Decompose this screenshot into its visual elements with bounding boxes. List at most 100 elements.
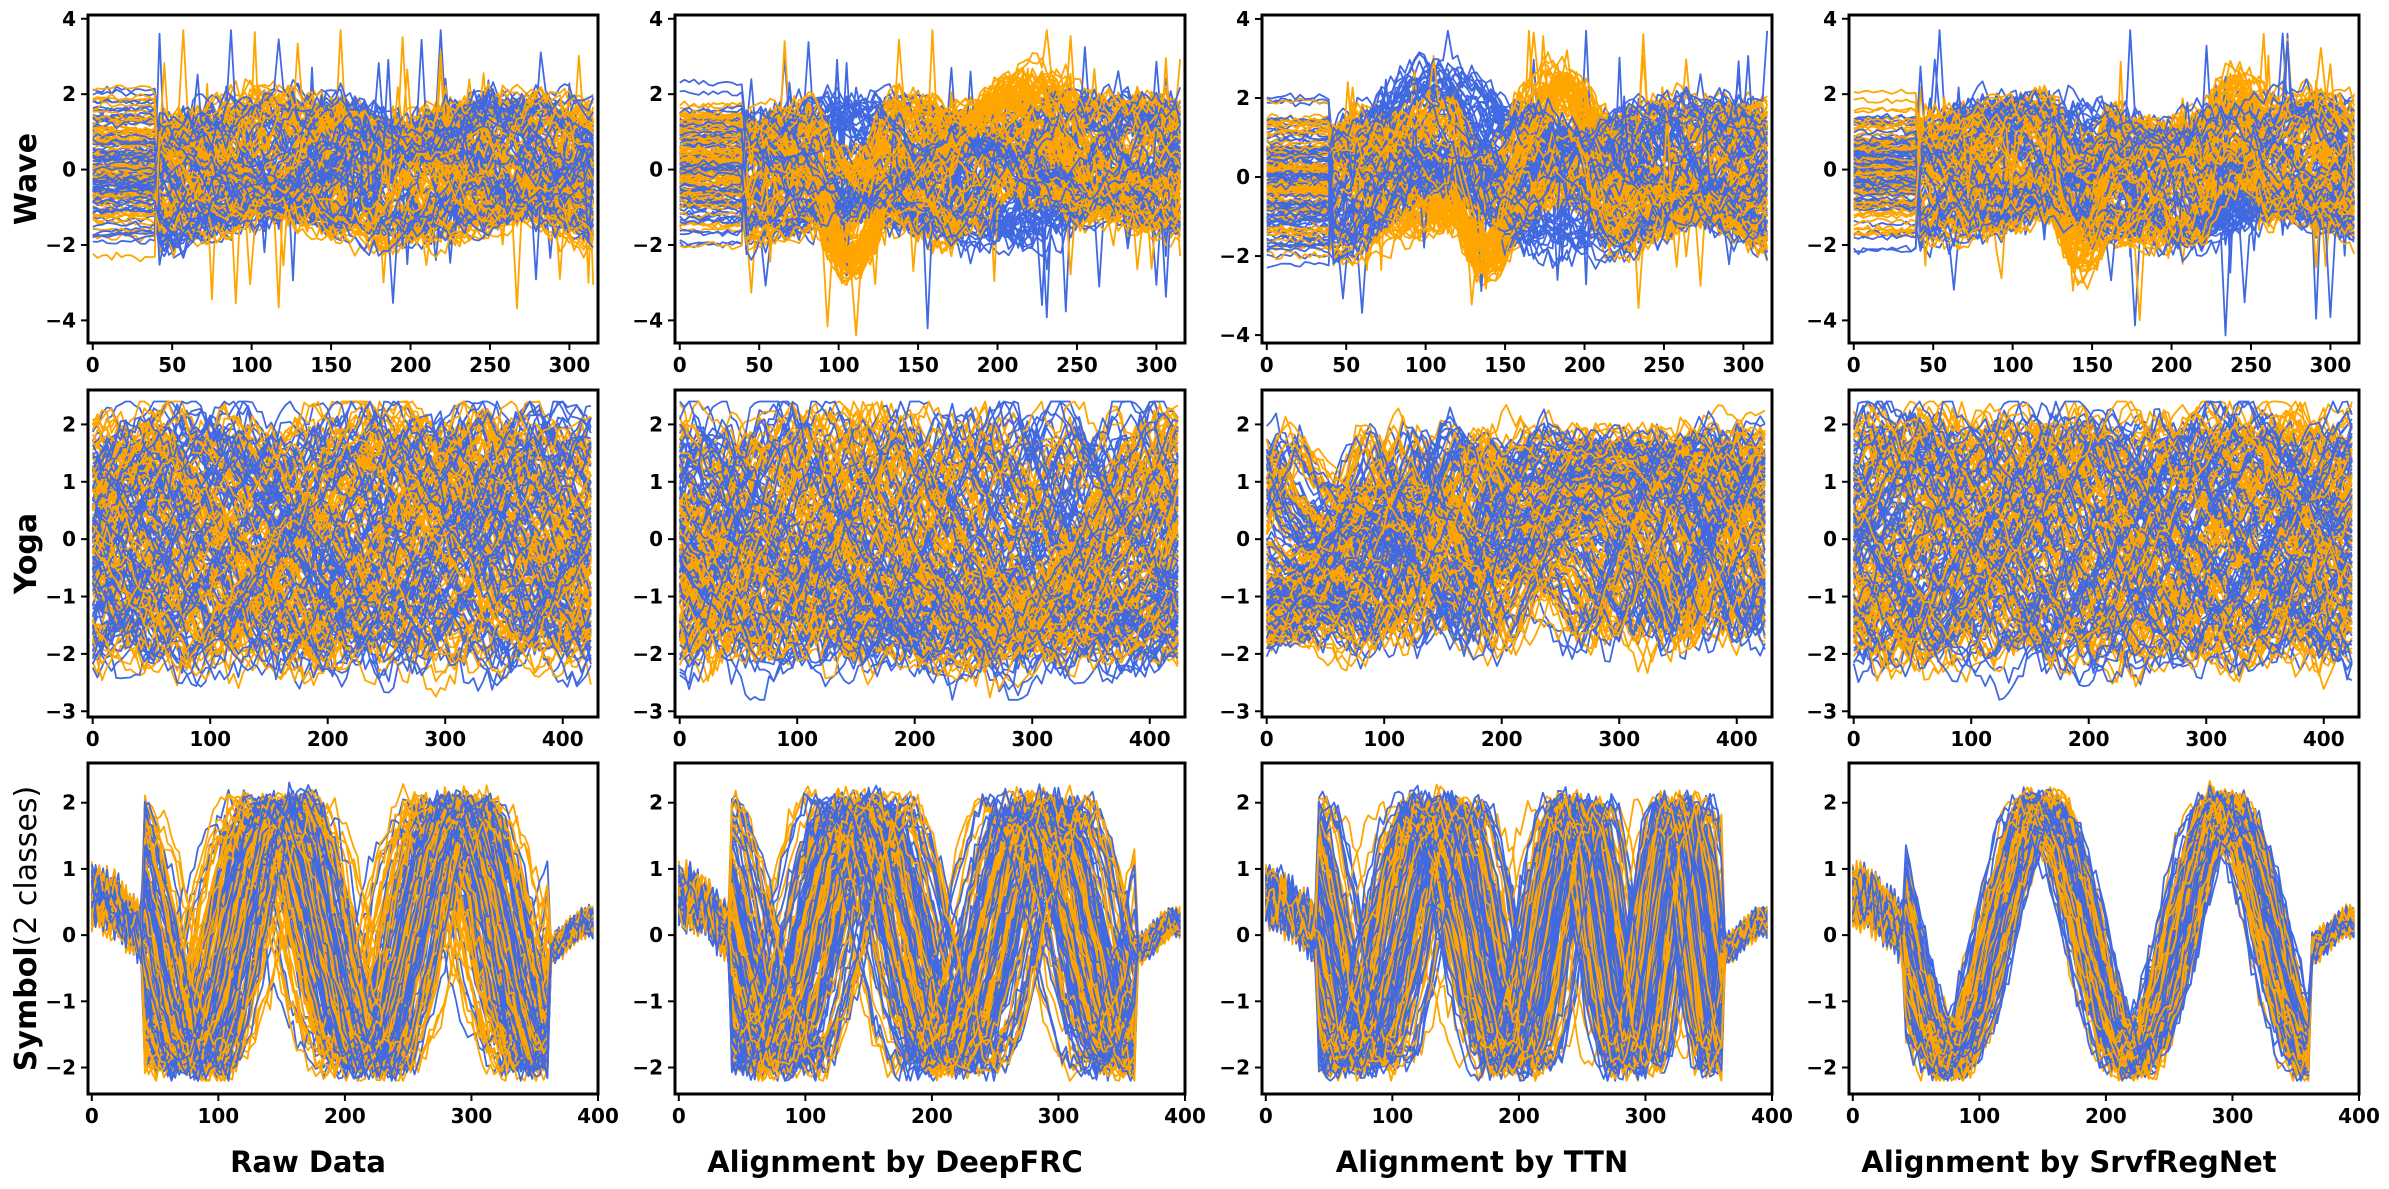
class-1-curve [1265,451,1766,643]
x-tick-label: 100 [231,353,273,377]
plot-area [1851,780,2355,1082]
class-1-curve [1266,104,1768,249]
x-tick-label: 200 [1498,1104,1540,1128]
class-1-curve [1264,790,1768,1082]
row-title: Yoga [9,513,44,595]
class-1-curve [1266,99,1769,253]
y-tick-label: 2 [1236,412,1250,436]
x-tick-label: 0 [673,353,687,377]
x-tick-label: 200 [2151,353,2193,377]
y-tick-label: −2 [1219,1056,1250,1080]
class-2-curve [1265,437,1766,639]
x-tick-label: 100 [189,727,231,751]
class-2-curve [1852,430,2353,647]
plot-area [90,781,594,1082]
panel-1-1: 0 50 100 150 200 250 300 −4 −2 0 2 4 [45,7,600,377]
class-2-curve [679,117,1181,240]
y-tick-label: 0 [649,527,663,551]
axes-frame [86,388,600,719]
y-tick-label: 0 [1236,923,1250,947]
class-1-curve [679,455,1179,686]
class-2-curve [679,112,1182,285]
x-tick-label: 300 [1038,1104,1080,1128]
class-1-curve [1264,804,1768,1063]
y-tick-label: 2 [62,412,76,436]
class-2-curve [677,804,1181,1064]
plot-area [1853,29,2356,337]
x-tick-label: 400 [2338,1104,2380,1128]
class-1-curve [92,97,595,235]
class-1-curve [91,422,592,665]
y-tick-label: 1 [649,470,663,494]
class-1-curve [92,120,595,281]
y-tick-label: 2 [1823,791,1837,815]
y-tick-label: −4 [45,308,76,332]
class-1-curve [1265,422,1766,636]
y-tick-label: 4 [649,7,663,31]
class-2-curve [1853,424,2353,644]
class-2-curve [679,408,1179,658]
x-tick-label: 0 [673,727,687,751]
x-tick-label: 100 [1950,727,1992,751]
x-tick-label: 200 [1481,727,1523,751]
class-1-curve [1853,105,2355,282]
class-2-curve [1266,103,1769,252]
class-1-curve [1266,98,1768,265]
y-tick-label: 2 [1823,412,1837,436]
class-2-curve [91,818,594,1057]
class-2-curve [91,449,592,672]
x-tick-label: 50 [745,353,773,377]
row-title-main: Wave [9,133,44,225]
class-2-curve [92,107,595,228]
x-tick-label: 300 [2310,353,2352,377]
x-tick-label: 100 [197,1104,239,1128]
row-title-main: Symbol [9,946,44,1071]
x-tick-label: 300 [1723,353,1765,377]
class-1-curve [92,427,592,643]
class-1-curve [1851,819,2355,1062]
x-tick-label: 400 [577,1104,619,1128]
class-1-curve [92,90,595,237]
class-1-curve [1853,442,2353,668]
y-tick-label: 2 [649,82,663,106]
y-tick-label: 0 [649,158,663,182]
row-title-main: Yoga [9,513,44,595]
y-tick-label: −1 [632,585,663,609]
column-title: Raw Data [230,1145,386,1179]
y-tick-label: 2 [649,412,663,436]
x-tick-label: 50 [1919,353,1947,377]
x-tick-label: 100 [1992,353,2034,377]
y-tick-label: 2 [649,791,663,815]
class-2-curve [1266,431,1766,649]
x-tick-label: 250 [469,353,511,377]
y-tick-label: 2 [62,791,76,815]
class-2-curve [1853,424,2353,644]
class-2-curve [1266,443,1766,656]
class-1-curve [679,101,1182,251]
y-tick-label: 0 [62,527,76,551]
x-tick-label: 200 [977,353,1019,377]
class-2-curve [678,436,1179,658]
class-1-curve [677,789,1181,1082]
axes-frame [86,761,600,1096]
x-tick-label: 200 [2085,1104,2127,1128]
panel-1-4: 0 50 100 150 200 250 300 −4 −2 0 2 4 [1806,7,2361,377]
x-tick-label: 150 [310,353,352,377]
class-1-curve [1852,427,2353,668]
panel-3-2: 0 100 200 300 400 −2 −1 0 1 2 [632,761,1206,1128]
class-1-curve [1852,438,2353,683]
y-tick-label: 2 [1236,791,1250,815]
x-tick-label: 400 [1164,1104,1206,1128]
panel-1-2: 0 50 100 150 200 250 300 −4 −2 0 2 4 [632,7,1187,377]
class-1-curve [679,103,1181,237]
class-1-curve [90,791,594,1075]
class-1-curve [1266,76,1768,270]
x-tick-label: 300 [1625,1104,1667,1128]
y-tick-label: −1 [1806,989,1837,1013]
axes-frame [1260,13,1774,345]
x-tick-label: 250 [2230,353,2272,377]
axes-frame [1847,388,2361,719]
panel-3-4: 0 100 200 300 400 −2 −1 0 1 2 [1806,761,2380,1128]
class-2-curve [1265,459,1766,650]
y-tick-label: 0 [649,923,663,947]
